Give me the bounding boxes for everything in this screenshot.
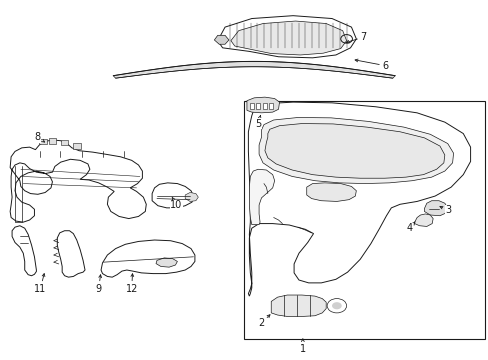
Polygon shape	[271, 295, 325, 316]
Polygon shape	[12, 226, 36, 276]
Polygon shape	[414, 214, 432, 226]
Polygon shape	[424, 201, 447, 216]
Polygon shape	[61, 140, 68, 145]
Circle shape	[331, 302, 341, 309]
Text: 7: 7	[346, 32, 366, 43]
Polygon shape	[230, 21, 346, 55]
Polygon shape	[217, 16, 356, 58]
Bar	[249, 103, 253, 109]
Polygon shape	[185, 193, 198, 202]
Bar	[244, 102, 484, 339]
Polygon shape	[39, 139, 46, 144]
Text: 1: 1	[299, 339, 305, 354]
Text: 12: 12	[125, 274, 138, 294]
Polygon shape	[156, 258, 177, 267]
Text: 11: 11	[34, 274, 46, 294]
Polygon shape	[152, 183, 193, 208]
Text: 10: 10	[170, 197, 182, 210]
Polygon shape	[259, 117, 453, 184]
Polygon shape	[101, 240, 195, 277]
Text: 4: 4	[406, 222, 414, 233]
Text: 9: 9	[95, 275, 102, 294]
Text: 8: 8	[35, 132, 44, 142]
Polygon shape	[57, 231, 85, 277]
Bar	[263, 103, 266, 109]
Text: 2: 2	[258, 315, 269, 328]
Polygon shape	[264, 123, 444, 178]
Text: 3: 3	[439, 205, 451, 215]
Bar	[269, 103, 273, 109]
Polygon shape	[246, 97, 279, 113]
Polygon shape	[10, 140, 146, 222]
Polygon shape	[48, 138, 56, 144]
Bar	[256, 103, 260, 109]
Polygon shape	[248, 102, 469, 296]
Polygon shape	[249, 169, 274, 225]
Polygon shape	[214, 35, 228, 44]
Polygon shape	[306, 183, 356, 202]
Polygon shape	[113, 62, 394, 78]
Text: 5: 5	[254, 115, 261, 129]
Text: 6: 6	[354, 59, 388, 71]
Polygon shape	[73, 143, 81, 149]
